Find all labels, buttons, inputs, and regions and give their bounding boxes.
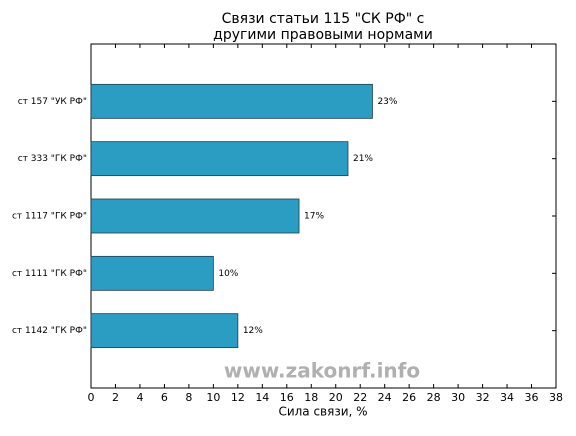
y-tick-label: ст 157 "УК РФ" [18,97,87,107]
x-tick-label: 12 [231,391,245,404]
bar [90,141,349,177]
bar [90,83,373,119]
x-tick-label: 0 [88,391,95,404]
value-label: 10% [218,269,238,279]
bar [90,313,239,349]
chart-title: другими правовыми нормами [213,27,433,43]
value-label: 17% [304,212,324,222]
value-label: 21% [353,154,373,164]
x-tick-label: 4 [136,391,143,404]
x-tick-label: 22 [353,391,367,404]
x-tick-label: 30 [451,391,465,404]
x-tick-label: 18 [304,391,318,404]
x-tick-label: 24 [378,391,392,404]
bar [90,255,214,291]
y-tick-label: ст 333 "ГК РФ" [18,154,87,164]
x-tick-label: 36 [525,391,539,404]
x-tick-label: 32 [476,391,490,404]
y-tick-label: ст 1111 "ГК РФ" [12,269,87,279]
watermark: www.zakonrf.info [224,359,420,383]
x-tick-label: 8 [185,391,192,404]
x-tick-label: 28 [427,391,441,404]
value-label: 12% [243,326,263,336]
x-tick-label: 16 [280,391,294,404]
x-tick-label: 10 [206,391,220,404]
chart-title: Связи статьи 115 "СК РФ" с [222,11,425,27]
x-tick-label: 2 [112,391,119,404]
x-tick-label: 26 [402,391,416,404]
x-tick-label: 34 [500,391,514,404]
x-tick-label: 38 [549,391,563,404]
x-tick-label: 6 [161,391,168,404]
y-tick-label: ст 1142 "ГК РФ" [12,326,87,336]
x-tick-label: 14 [255,391,269,404]
y-tick-label: ст 1117 "ГК РФ" [12,212,87,222]
bar [90,198,300,234]
value-label: 23% [377,97,397,107]
x-tick-label: 20 [329,391,343,404]
x-axis-label: Сила связи, % [278,405,367,419]
